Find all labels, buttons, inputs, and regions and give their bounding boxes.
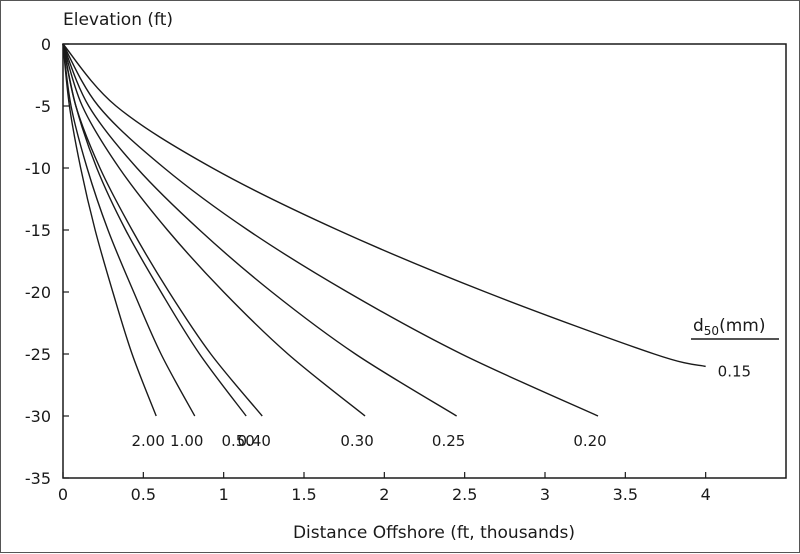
series-line-0.50 <box>62 43 247 417</box>
series-label-1.00: 1.00 <box>170 432 203 450</box>
x-tick-label: 3.5 <box>613 485 638 504</box>
y-tick-label: -30 <box>25 407 51 426</box>
series-label-0.15: 0.15 <box>718 362 751 380</box>
series-label-0.25: 0.25 <box>432 432 465 450</box>
y-tick-label: -20 <box>25 283 51 302</box>
x-tick-label: 2 <box>379 485 389 504</box>
x-tick-label: 2.5 <box>452 485 477 504</box>
y-axis-title: Elevation (ft) <box>63 10 173 30</box>
y-tick-label: -10 <box>25 159 51 178</box>
series-line-0.20 <box>62 43 599 417</box>
plot-area-border <box>62 43 787 479</box>
y-tick-label: -25 <box>25 345 51 364</box>
legend-title-sub: 50 <box>704 324 719 338</box>
x-tick-label: 3 <box>540 485 550 504</box>
x-tick-label: 1 <box>219 485 229 504</box>
legend-title-main: d <box>693 316 704 336</box>
y-tick-label: -35 <box>25 469 51 488</box>
y-tick-label: -15 <box>25 221 51 240</box>
y-tick-label: 0 <box>41 35 51 54</box>
series-label-2.00: 2.00 <box>131 432 164 450</box>
x-tick-label: 4 <box>701 485 711 504</box>
x-tick-label: 1.5 <box>291 485 316 504</box>
series-label-0.50: 0.50 <box>221 432 254 450</box>
series-line-0.25 <box>62 43 457 417</box>
svg-text:d50(mm): d50(mm) <box>693 316 765 338</box>
legend-title-unit: (mm) <box>719 316 765 336</box>
x-tick-label: 0.5 <box>131 485 156 504</box>
series-line-2.00 <box>62 43 157 417</box>
series-label-0.40: 0.40 <box>238 432 271 450</box>
x-tick-label: 0 <box>58 485 68 504</box>
series-label-0.30: 0.30 <box>340 432 373 450</box>
series-line-1.00 <box>62 43 196 417</box>
legend-title: d50(mm) <box>691 316 779 340</box>
series-line-0.30 <box>62 43 366 417</box>
series-line-0.15 <box>62 43 706 368</box>
series-label-0.20: 0.20 <box>573 432 606 450</box>
y-tick-label: -5 <box>35 97 51 116</box>
x-axis-title: Distance Offshore (ft, thousands) <box>293 523 575 543</box>
